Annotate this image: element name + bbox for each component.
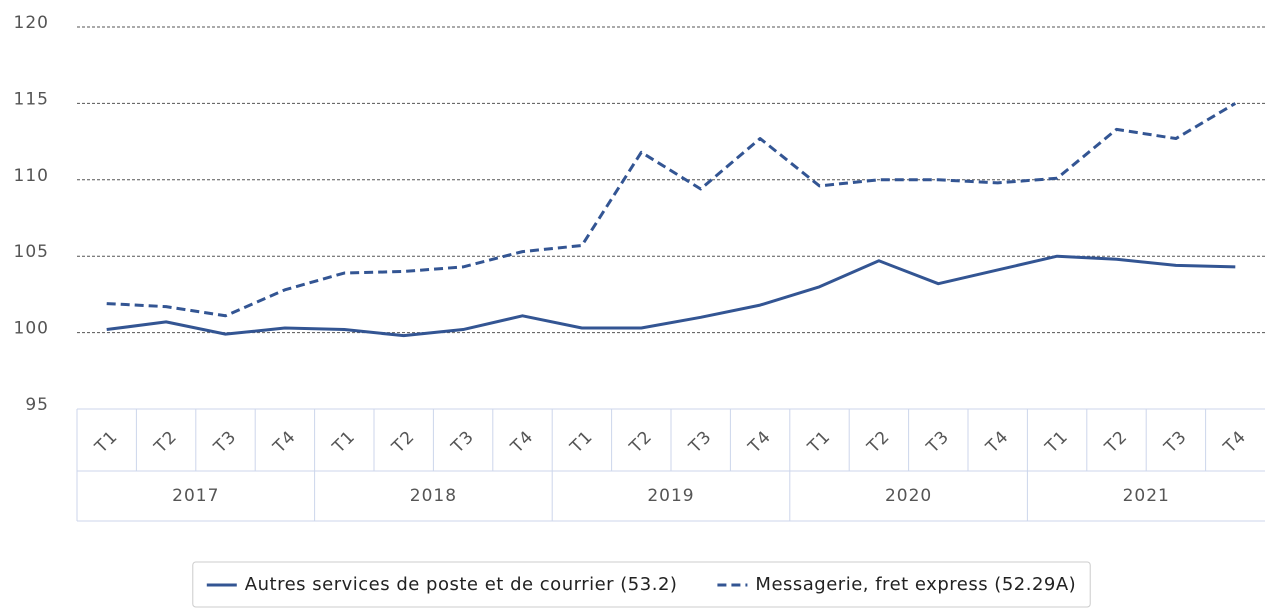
x-tick-label: T2: [625, 427, 656, 458]
x-group-label: 2017: [172, 486, 219, 506]
x-tick-label: T1: [566, 427, 597, 458]
x-tick-label: T3: [685, 427, 716, 458]
x-tick-label: T2: [150, 427, 181, 458]
y-tick-label: 110: [14, 166, 49, 186]
x-group-label: 2019: [647, 486, 694, 506]
x-tick-label: T3: [447, 427, 478, 458]
x-group-label: 2021: [1123, 486, 1170, 506]
x-tick-label: T1: [91, 427, 122, 458]
x-group-label: 2020: [885, 486, 932, 506]
x-tick-label: T4: [1219, 427, 1250, 458]
x-tick-label: T4: [744, 427, 775, 458]
x-tick-label: T3: [1160, 427, 1191, 458]
legend-label: Messagerie, fret express (52.29A): [755, 574, 1076, 595]
legend: Autres services de poste et de courrier …: [192, 561, 1091, 608]
x-tick-label: T3: [210, 427, 241, 458]
y-tick-label: 100: [14, 319, 49, 339]
x-group-label: 2018: [410, 486, 457, 506]
x-tick-label: T4: [507, 427, 538, 458]
legend-box: [192, 561, 1091, 608]
x-tick-label: T1: [804, 427, 835, 458]
x-tick-label: T4: [982, 427, 1013, 458]
x-tick-label: T3: [922, 427, 953, 458]
series-line: [106, 102, 1237, 318]
x-tick-label: T2: [388, 427, 419, 458]
x-tick-label: T1: [328, 427, 359, 458]
x-tick-label: T4: [269, 427, 300, 458]
x-tick-label: T2: [863, 427, 894, 458]
y-tick-label: 120: [14, 13, 49, 33]
x-tick-label: T2: [1101, 427, 1132, 458]
y-tick-label: 95: [25, 395, 49, 415]
y-tick-label: 115: [14, 89, 49, 109]
legend-label: Autres services de poste et de courrier …: [245, 574, 678, 595]
x-tick-label: T1: [1041, 427, 1072, 458]
series-line: [106, 254, 1236, 338]
y-tick-label: 105: [14, 242, 49, 262]
